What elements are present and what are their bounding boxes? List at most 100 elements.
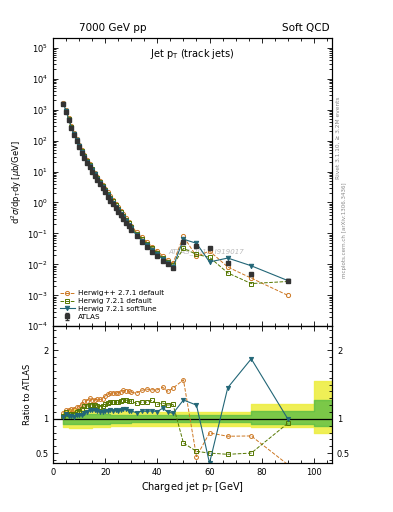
Herwig 7.2.1 default	[92, 170, 97, 177]
Herwig 7.2.1 default	[64, 108, 68, 114]
Herwig 7.2.1 default	[61, 100, 66, 106]
Herwig 7.2.1 default	[100, 183, 105, 189]
Herwig 7.2.1 default	[124, 217, 129, 223]
Herwig++ 2.7.1 default	[134, 229, 139, 235]
Herwig 7.2.1 default	[90, 166, 95, 173]
Herwig++ 2.7.1 default	[285, 292, 290, 298]
Herwig 7.2.1 default	[74, 137, 79, 143]
Herwig++ 2.7.1 default	[121, 211, 126, 218]
Herwig++ 2.7.1 default	[116, 204, 121, 210]
Herwig 7.2.1 softTune	[150, 247, 154, 253]
Herwig++ 2.7.1 default	[181, 233, 186, 240]
Herwig 7.2.1 softTune	[82, 154, 87, 160]
Herwig 7.2.1 softTune	[108, 196, 113, 202]
Herwig 7.2.1 softTune	[121, 215, 126, 221]
Text: 7000 GeV pp: 7000 GeV pp	[79, 23, 146, 33]
Herwig++ 2.7.1 default	[72, 130, 76, 136]
Herwig++ 2.7.1 default	[84, 157, 89, 163]
Herwig 7.2.1 default	[150, 245, 154, 251]
Herwig 7.2.1 default	[140, 236, 144, 242]
Herwig 7.2.1 softTune	[129, 225, 134, 231]
Text: Soft QCD: Soft QCD	[283, 23, 330, 33]
Line: Herwig++ 2.7.1 default: Herwig++ 2.7.1 default	[61, 101, 290, 297]
Herwig 7.2.1 softTune	[105, 192, 110, 198]
Herwig 7.2.1 softTune	[61, 101, 66, 107]
Herwig 7.2.1 default	[285, 279, 290, 285]
Herwig++ 2.7.1 default	[100, 182, 105, 188]
Herwig++ 2.7.1 default	[77, 142, 81, 148]
Herwig 7.2.1 default	[181, 245, 186, 251]
Herwig 7.2.1 softTune	[90, 167, 95, 174]
Herwig 7.2.1 softTune	[69, 124, 73, 131]
Herwig 7.2.1 default	[113, 202, 118, 208]
Text: mcplots.cern.ch [arXiv:1306.3436]: mcplots.cern.ch [arXiv:1306.3436]	[342, 183, 347, 278]
Herwig 7.2.1 softTune	[285, 278, 290, 284]
Legend: Herwig++ 2.7.1 default, Herwig 7.2.1 default, Herwig 7.2.1 softTune, ATLAS: Herwig++ 2.7.1 default, Herwig 7.2.1 def…	[57, 287, 167, 323]
Herwig 7.2.1 default	[207, 254, 212, 260]
Herwig 7.2.1 default	[111, 198, 116, 204]
Herwig++ 2.7.1 default	[64, 107, 68, 113]
Herwig++ 2.7.1 default	[145, 239, 149, 245]
Text: ATLAS_2011_I919017: ATLAS_2011_I919017	[169, 248, 244, 255]
Herwig 7.2.1 softTune	[100, 184, 105, 190]
Herwig 7.2.1 softTune	[79, 148, 84, 155]
Herwig++ 2.7.1 default	[226, 264, 230, 270]
Herwig 7.2.1 softTune	[226, 255, 230, 261]
Herwig 7.2.1 default	[116, 206, 121, 212]
Herwig 7.2.1 softTune	[116, 207, 121, 214]
Herwig++ 2.7.1 default	[90, 165, 95, 172]
Herwig 7.2.1 default	[126, 220, 131, 226]
Herwig++ 2.7.1 default	[171, 260, 175, 266]
Herwig 7.2.1 softTune	[72, 131, 76, 137]
Herwig++ 2.7.1 default	[207, 248, 212, 254]
Y-axis label: Ratio to ATLAS: Ratio to ATLAS	[23, 364, 32, 425]
Herwig 7.2.1 softTune	[64, 108, 68, 114]
Herwig++ 2.7.1 default	[69, 123, 73, 130]
X-axis label: Charged jet p$_{\rm T}$ [GeV]: Charged jet p$_{\rm T}$ [GeV]	[141, 480, 244, 494]
Herwig 7.2.1 default	[194, 251, 199, 258]
Herwig 7.2.1 default	[108, 195, 113, 201]
Herwig++ 2.7.1 default	[103, 185, 108, 191]
Herwig 7.2.1 default	[69, 124, 73, 131]
Herwig 7.2.1 default	[95, 175, 100, 181]
Herwig 7.2.1 default	[72, 131, 76, 137]
Herwig 7.2.1 default	[79, 147, 84, 154]
Line: Herwig 7.2.1 default: Herwig 7.2.1 default	[61, 101, 290, 286]
Herwig++ 2.7.1 default	[150, 244, 154, 250]
Herwig 7.2.1 softTune	[97, 180, 102, 186]
Herwig 7.2.1 softTune	[66, 116, 71, 122]
Herwig++ 2.7.1 default	[119, 208, 123, 214]
Herwig++ 2.7.1 default	[129, 222, 134, 228]
Herwig 7.2.1 softTune	[145, 242, 149, 248]
Herwig 7.2.1 softTune	[119, 211, 123, 217]
Herwig 7.2.1 default	[165, 259, 170, 265]
Herwig 7.2.1 softTune	[160, 256, 165, 262]
Herwig 7.2.1 softTune	[140, 238, 144, 244]
Herwig++ 2.7.1 default	[194, 253, 199, 260]
Herwig 7.2.1 default	[87, 162, 92, 168]
Herwig 7.2.1 softTune	[155, 251, 160, 258]
Text: Rivet 3.1.10, ≥ 3.2M events: Rivet 3.1.10, ≥ 3.2M events	[336, 97, 341, 180]
Herwig 7.2.1 default	[82, 153, 87, 159]
Herwig++ 2.7.1 default	[79, 147, 84, 153]
Herwig 7.2.1 default	[77, 142, 81, 148]
Herwig 7.2.1 softTune	[77, 143, 81, 150]
Text: Jet p$_{\rm T}$ (track jets): Jet p$_{\rm T}$ (track jets)	[151, 47, 235, 61]
Herwig++ 2.7.1 default	[160, 253, 165, 259]
Herwig 7.2.1 softTune	[249, 263, 253, 269]
Herwig 7.2.1 default	[249, 281, 253, 287]
Herwig++ 2.7.1 default	[61, 100, 66, 106]
Herwig 7.2.1 softTune	[95, 176, 100, 182]
Herwig 7.2.1 default	[171, 263, 175, 269]
Herwig 7.2.1 default	[103, 187, 108, 193]
Herwig 7.2.1 softTune	[124, 218, 129, 224]
Herwig 7.2.1 softTune	[87, 163, 92, 169]
Herwig 7.2.1 default	[84, 158, 89, 164]
Herwig 7.2.1 default	[105, 191, 110, 197]
Herwig 7.2.1 softTune	[171, 264, 175, 270]
Herwig 7.2.1 default	[66, 116, 71, 122]
Herwig 7.2.1 softTune	[111, 200, 116, 206]
Herwig 7.2.1 softTune	[103, 188, 108, 194]
Herwig 7.2.1 softTune	[74, 137, 79, 143]
Herwig 7.2.1 softTune	[113, 203, 118, 209]
